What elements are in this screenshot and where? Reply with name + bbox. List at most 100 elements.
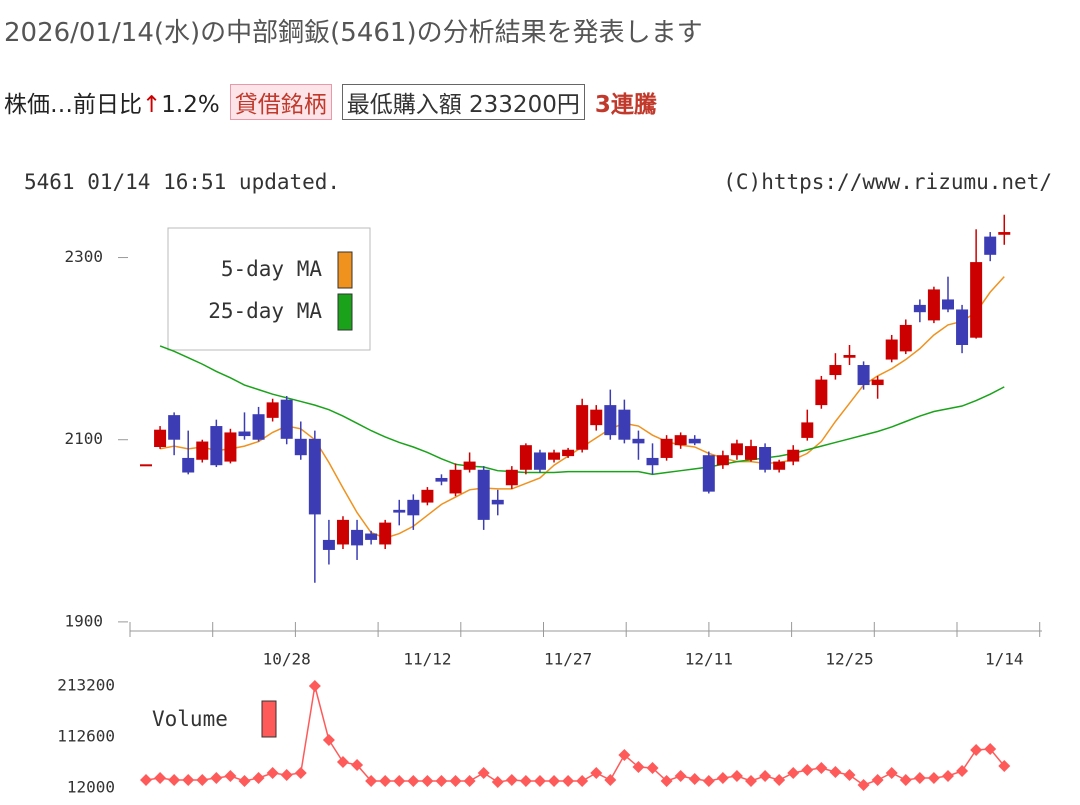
candle-body: [449, 469, 462, 494]
change: 1.2%: [161, 92, 220, 118]
chart-credit: (C)https://www.rizumu.net/: [723, 170, 1052, 194]
volume-point: [590, 766, 603, 779]
legend-label: Volume: [152, 707, 228, 731]
volume-point: [519, 775, 532, 788]
candle-body: [899, 324, 912, 352]
candle-body: [843, 355, 856, 358]
volume-point: [618, 748, 631, 761]
price-label: 株価…前日比↑1.2%: [4, 85, 220, 119]
volume-point: [984, 743, 997, 756]
y-tick-label: 112600: [57, 727, 115, 746]
volume-point: [548, 775, 561, 788]
change-arrow: ↑: [142, 92, 162, 118]
volume-point: [407, 775, 420, 788]
candle-body: [829, 365, 842, 376]
candle-body: [716, 455, 729, 466]
candle-body: [548, 452, 561, 460]
volume-point: [435, 775, 448, 788]
legend-swatch: [337, 293, 353, 331]
x-tick-label: 12/25: [825, 650, 873, 669]
volume-point: [393, 775, 406, 788]
candle-body: [477, 469, 490, 520]
volume-point: [941, 769, 954, 782]
candle-body: [322, 539, 335, 550]
legend-swatch: [337, 251, 353, 289]
candle-body: [365, 533, 378, 540]
candle-body: [196, 441, 209, 460]
volume-point: [730, 769, 743, 782]
volume-point: [224, 769, 237, 782]
volume-point: [604, 773, 617, 786]
candle-body: [801, 422, 814, 438]
candle-body: [618, 409, 631, 440]
candle-body: [885, 339, 898, 360]
legend-box: [167, 227, 371, 351]
candle-body: [294, 438, 307, 456]
volume-point: [140, 773, 152, 786]
candle-body: [351, 529, 364, 546]
candle-body: [787, 449, 800, 462]
volume-point: [196, 773, 209, 786]
candle-body: [491, 499, 504, 505]
candle-body: [984, 236, 997, 255]
volume-point: [266, 766, 279, 779]
candle-body: [745, 446, 758, 460]
page-title: 2026/01/14(水)の中部鋼鈑(5461)の分析結果を発表します: [4, 18, 703, 48]
candle-body: [519, 445, 532, 470]
candle-body: [998, 232, 1011, 235]
volume-point: [533, 775, 546, 788]
volume-point: [252, 772, 265, 785]
volume-point: [956, 765, 969, 778]
legend-label: 25-day MA: [208, 299, 322, 323]
x-tick-label: 11/27: [544, 650, 592, 669]
candle-body: [590, 409, 603, 426]
x-tick-label: 10/28: [263, 650, 311, 669]
volume-point: [815, 761, 828, 774]
badge: 貸借銘柄: [229, 84, 332, 120]
volume-point: [477, 766, 490, 779]
candle-body: [407, 499, 420, 516]
candle-body: [379, 522, 392, 545]
candle-body: [463, 461, 476, 470]
candle-body: [632, 438, 645, 444]
volume-point: [702, 775, 715, 788]
volume-point: [913, 772, 926, 785]
volume-point: [449, 775, 462, 788]
min-purchase: 最低購入額 233200円: [341, 84, 585, 120]
candle-body: [956, 309, 969, 345]
candle-body: [421, 489, 434, 503]
volume-point: [857, 779, 870, 792]
volume-point: [787, 766, 800, 779]
volume-point: [505, 773, 518, 786]
candle-body: [730, 443, 743, 456]
candle-body: [266, 402, 279, 418]
y-tick-label: 2300: [64, 247, 103, 266]
x-tick-label: 11/12: [403, 650, 451, 669]
candle-body: [533, 452, 546, 470]
volume-point: [238, 775, 251, 788]
candle-body: [660, 438, 673, 458]
candle-body: [336, 519, 349, 545]
volume-point: [829, 765, 842, 778]
volume-point: [632, 761, 645, 774]
x-tick-label: 12/11: [685, 650, 733, 669]
volume-point: [899, 773, 912, 786]
x-tick-label: 1/14: [985, 650, 1024, 669]
volume-point: [716, 772, 729, 785]
volume-point: [843, 769, 856, 782]
volume-point: [927, 772, 940, 785]
y-tick-label: 2100: [64, 429, 103, 448]
volume-point: [463, 775, 476, 788]
candle-body: [435, 477, 448, 482]
candle-body: [927, 289, 940, 321]
candle-body: [759, 447, 772, 470]
candle-body: [604, 405, 617, 436]
candle-body: [871, 379, 884, 386]
volume-point: [674, 769, 687, 782]
candle-body: [815, 379, 828, 406]
ma-line: [159, 345, 1005, 476]
candle-body: [913, 304, 926, 313]
volume-point: [322, 733, 335, 746]
volume-point: [801, 764, 814, 777]
